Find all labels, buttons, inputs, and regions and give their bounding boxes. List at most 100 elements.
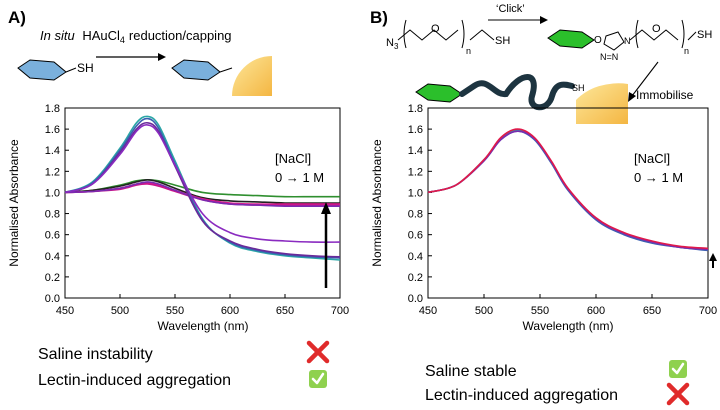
azide-label: N3 <box>386 37 399 51</box>
peg-thiol-2: SH <box>697 29 712 41</box>
panel-b-legend: Saline stable Lectin-induced aggregation <box>425 360 690 406</box>
x-tick-label: 700 <box>699 305 717 317</box>
series-line <box>64 124 341 243</box>
chart-a-x-axis: 450 500 550 600 650 700 <box>56 294 349 317</box>
check-stroke <box>311 372 325 385</box>
capped-glucose-icon <box>171 59 221 81</box>
check-box <box>669 360 687 378</box>
polymer-chain-icon <box>459 74 575 111</box>
caption-prefix: In situ <box>40 28 75 43</box>
series-line <box>427 128 709 250</box>
y-tick-label: 0.2 <box>408 272 423 284</box>
glucose-ring-icon <box>17 59 67 81</box>
series-line <box>427 130 709 252</box>
panel-a-label: A) <box>8 8 26 27</box>
series-line <box>64 178 340 198</box>
peg-thiol-1: SH <box>495 35 510 47</box>
peg-tail-1 <box>469 29 495 41</box>
series-line <box>64 115 341 261</box>
gold-surface-icon <box>576 83 628 124</box>
immobilise-label: Immobilise <box>636 88 694 102</box>
panel-b-schematic: B) N3 O n SH ‘Click’ O N N=N O n SH Immo… <box>370 3 712 124</box>
chart-b: 450 500 550 600 650 700 0.0 0.2 0.4 0.6 0.8 1.0 1.2… <box>370 103 717 333</box>
panel-b-legend-item-1: Saline stable <box>425 363 517 380</box>
x-tick-label: 650 <box>276 305 294 317</box>
bracket-left-1 <box>403 19 407 49</box>
check-stroke <box>671 362 685 375</box>
click-label: ‘Click’ <box>496 3 525 15</box>
check-mark-icon <box>309 370 327 388</box>
chart-a-salt-arrow-head <box>321 202 331 214</box>
chart-a-salt-label: [NaCl] <box>275 151 311 166</box>
panel-a-legend-item-2: Lectin-induced aggregation <box>38 372 231 389</box>
cross-mark-icon <box>666 382 690 406</box>
capping-bond <box>219 67 233 73</box>
bracket-right-2 <box>681 19 685 49</box>
chart-a-x-label: Wavelength (nm) <box>158 319 249 333</box>
cross-stroke <box>666 382 690 406</box>
peg-tail-2 <box>687 31 697 41</box>
series-line <box>64 178 340 204</box>
peg-chain-2 <box>629 29 679 41</box>
panel-a-caption: In situ HAuCl4 reduction/capping <box>40 28 232 45</box>
y-tick-label: 0.4 <box>45 251 60 263</box>
x-tick-label: 500 <box>475 305 493 317</box>
azide-sub: 3 <box>394 42 399 51</box>
repeat-n-1: n <box>466 46 471 56</box>
y-tick-label: 1.0 <box>45 187 60 199</box>
thiol-bond <box>65 67 77 73</box>
cross-mark-icon <box>306 340 330 364</box>
caption-reagent: HAuCl <box>82 28 120 43</box>
x-tick-label: 500 <box>111 305 129 317</box>
triazole-ring-icon <box>603 31 625 51</box>
y-tick-label: 0.6 <box>408 230 423 242</box>
chart-b-x-label: Wavelength (nm) <box>523 319 614 333</box>
glycoside-oxygen: O <box>594 35 602 46</box>
repeat-n-2: n <box>684 46 689 56</box>
chart-b-salt-arrow-head <box>709 253 717 261</box>
bracket-left-2 <box>635 19 639 49</box>
azide-n: N <box>386 37 394 49</box>
series-line <box>64 183 340 206</box>
y-tick-label: 0.6 <box>45 230 60 242</box>
y-tick-label: 1.6 <box>408 124 423 136</box>
y-tick-label: 0.4 <box>408 251 423 263</box>
panel-a-legend: Saline instability Lectin-induced aggreg… <box>38 340 330 389</box>
immobilise-arrow-line <box>631 61 659 97</box>
y-tick-label: 1.0 <box>408 187 423 199</box>
chart-b-salt-range: 0 → 1 M <box>634 170 683 185</box>
y-tick-label: 0.0 <box>45 293 60 305</box>
y-tick-label: 0.2 <box>45 272 60 284</box>
check-box <box>309 370 327 388</box>
x-tick-label: 550 <box>166 305 184 317</box>
series-line <box>64 182 340 205</box>
chart-b-frame <box>427 107 709 299</box>
thiol-label: SH <box>77 61 94 75</box>
y-tick-label: 1.4 <box>408 145 423 157</box>
chart-b-salt-label: [NaCl] <box>634 151 670 166</box>
y-tick-label: 0.8 <box>45 209 60 221</box>
panel-a-legend-item-1: Saline instability <box>38 346 153 363</box>
x-tick-label: 450 <box>419 305 437 317</box>
x-tick-label: 700 <box>331 305 349 317</box>
y-tick-label: 1.2 <box>45 166 60 178</box>
y-tick-label: 0.8 <box>408 209 423 221</box>
panel-b-legend-item-2: Lectin-induced aggregation <box>425 387 618 404</box>
peg-oxygen-2: O <box>652 23 661 35</box>
chart-b-x-axis: 450 500 550 600 650 700 <box>419 294 717 317</box>
y-tick-label: 1.6 <box>45 124 60 136</box>
chart-a-y-label: Normalised Absorbance <box>7 139 21 267</box>
panel-b-label: B) <box>370 8 388 27</box>
green-glycan-icon <box>547 29 595 49</box>
panel-a-schematic: A) In situ HAuCl4 reduction/capping SH <box>8 8 272 96</box>
caption-suffix: reduction/capping <box>129 28 232 43</box>
x-tick-label: 450 <box>56 305 74 317</box>
cross-stroke <box>306 340 330 364</box>
reaction-arrow-head <box>158 53 166 61</box>
chart-b-series <box>427 128 709 252</box>
y-tick-label: 1.4 <box>45 145 60 157</box>
bracket-right-1 <box>461 19 465 49</box>
polymer-thiol: SH <box>572 83 585 93</box>
immobilised-glycan-icon <box>415 83 463 103</box>
x-tick-label: 600 <box>587 305 605 317</box>
